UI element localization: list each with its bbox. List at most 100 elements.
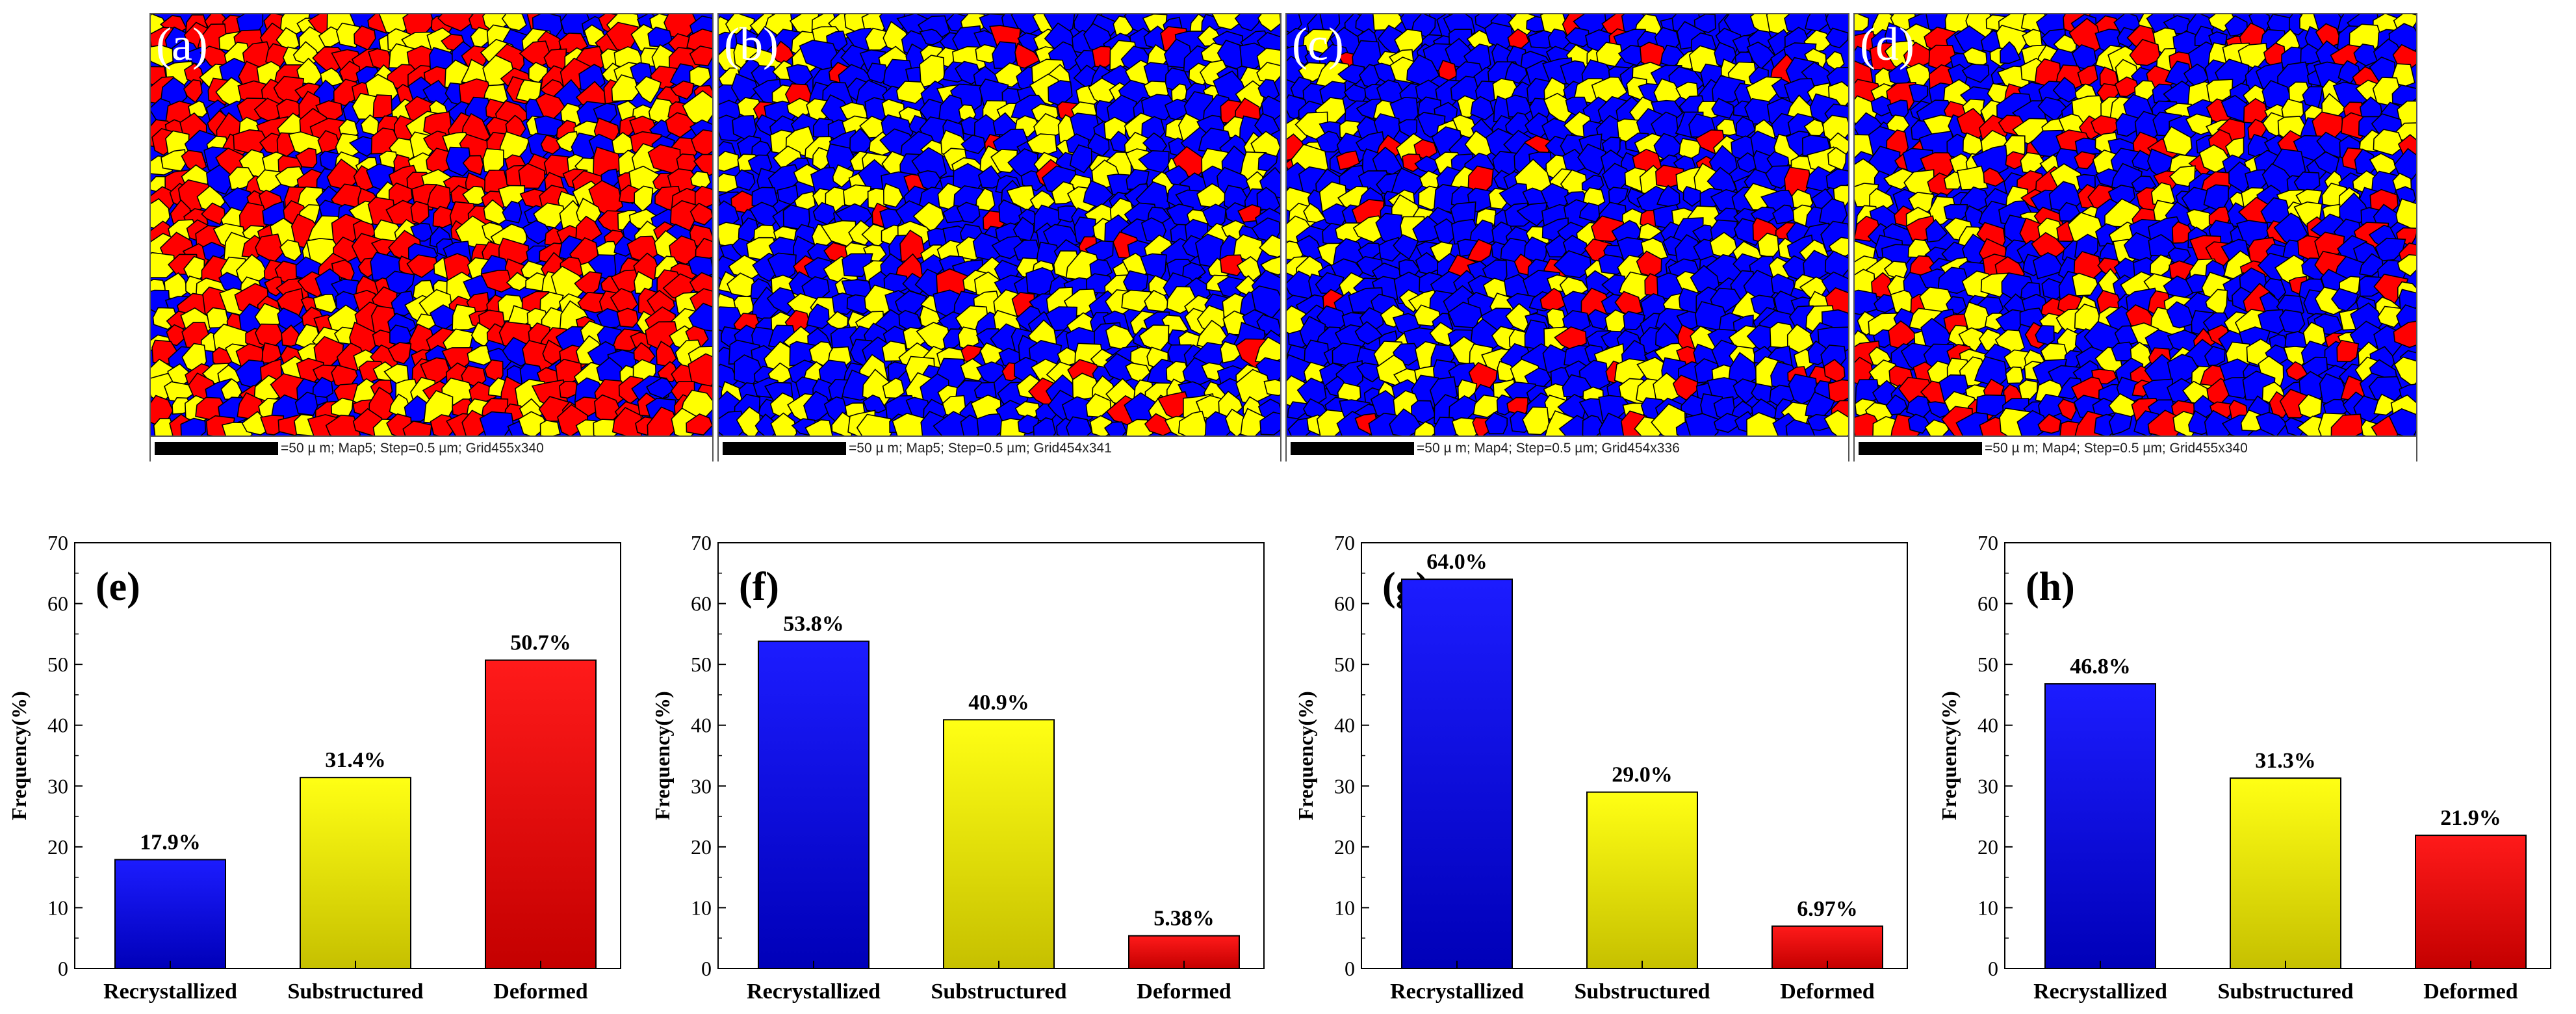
grain (479, 411, 514, 436)
grain (2221, 94, 2252, 122)
grain (1219, 254, 1245, 276)
grain (2000, 41, 2021, 64)
grain (670, 80, 695, 100)
y-tick-label: 10 (47, 896, 68, 919)
y-tick-label: 20 (1977, 835, 1998, 859)
grain (919, 29, 946, 46)
grain-map-image (1287, 14, 1848, 436)
grain (206, 307, 229, 329)
grain (1014, 42, 1041, 69)
grain (688, 302, 712, 332)
grain (502, 200, 522, 224)
scale-strip: =50 µ m; Map4; Step=0.5 µm; Grid454x336 (1287, 436, 1848, 462)
map-panel-label: (c) (1292, 18, 1344, 70)
grain (770, 412, 797, 436)
grain (1870, 96, 1892, 117)
grain (467, 344, 493, 366)
scale-strip: =50 µ m; Map5; Step=0.5 µm; Grid455x340 (151, 436, 712, 462)
grain (1711, 98, 1734, 119)
grain (2375, 237, 2406, 262)
y-tick-label: 0 (58, 957, 68, 980)
grain (2377, 306, 2402, 328)
grain (2077, 64, 2098, 85)
grain (2395, 198, 2416, 231)
grain (501, 14, 527, 31)
chart-svg: 0 10 20 30 40 50 60 70 Frequency(%) (f)53.8% Recry… (650, 531, 1265, 1004)
grain (1393, 234, 1419, 260)
grain (317, 130, 342, 153)
grain (1389, 408, 1423, 436)
grain (2316, 131, 2346, 159)
grain (1783, 77, 1817, 103)
grain (734, 169, 756, 191)
chart-svg: 010203040506070Frequency(%)(g)64.0%Recry… (1294, 531, 1908, 1004)
grain (2185, 113, 2212, 135)
grain (1558, 415, 1589, 436)
bar-chart-h: 0 10 20 30 40 50 60 70 Frequency(%) (h) 46.8% Recry… (1930, 514, 2570, 1014)
data-label: 31.4% (325, 748, 386, 772)
ebsd-map-b: (b) =50 µ m; Map5; Step=0.5 µm; Grid454x… (717, 13, 1282, 462)
grain (462, 185, 488, 205)
grain (432, 205, 456, 228)
grain (201, 202, 225, 226)
y-tick-label: 20 (1334, 835, 1355, 859)
grain (832, 164, 855, 188)
grain (372, 94, 393, 118)
grain (312, 376, 334, 398)
y-tick-label: 20 (691, 835, 712, 859)
x-tick-label: Substructured (287, 980, 423, 1004)
panel-label: (f) (739, 565, 779, 609)
grain (1178, 410, 1209, 436)
grain (445, 146, 472, 177)
grain (1577, 143, 1606, 176)
ebsd-map-c: (c) =50 µ m; Map4; Step=0.5 µm; Grid454x… (1285, 13, 1849, 462)
grain (2129, 38, 2161, 66)
grain (187, 46, 205, 66)
grain (1976, 394, 2007, 417)
grain (2108, 412, 2133, 436)
grain (616, 307, 639, 328)
grain (1803, 119, 1825, 136)
y-axis-label: Frequency(%) (1937, 691, 1961, 820)
y-tick-label: 40 (1977, 714, 1998, 737)
grain (336, 22, 361, 49)
grain (2244, 169, 2267, 190)
grain (736, 406, 762, 436)
bar-recrystallized (2044, 683, 2156, 969)
grain (2052, 77, 2079, 103)
grain (1504, 61, 1528, 84)
y-tick-label: 10 (691, 896, 712, 919)
grain (1553, 250, 1592, 278)
data-label: 29.0% (1612, 763, 1673, 787)
grain (2224, 15, 2248, 37)
y-tick-label: 60 (47, 592, 68, 616)
ebsd-map-a: (a) =50 µ m; Map5; Step=0.5 µm; Grid455x… (149, 13, 714, 462)
bar-substructured (1586, 791, 1698, 969)
x-tick-label: Recrystallized (103, 980, 237, 1004)
x-tick-label: Recrystallized (2033, 980, 2167, 1004)
grain (1682, 185, 1705, 207)
y-tick-label: 50 (691, 653, 712, 676)
scale-caption: =50 µ m; Map5; Step=0.5 µm; Grid455x340 (281, 441, 544, 456)
grain (611, 74, 640, 102)
x-tick-label: Substructured (2217, 980, 2353, 1004)
grain (2169, 165, 2196, 187)
y-axis-label: Frequency(%) (7, 691, 31, 820)
data-label: 6.97% (1797, 897, 1858, 921)
y-tick-label: 40 (1334, 714, 1355, 737)
grain (2330, 413, 2364, 436)
y-tick-label: 40 (47, 714, 68, 737)
grain (1337, 64, 1365, 85)
y-tick-label: 60 (1334, 592, 1355, 616)
grain (2005, 366, 2024, 384)
scale-caption: =50 µ m; Map4; Step=0.5 µm; Grid454x336 (1417, 441, 1680, 456)
panel-label: (e) (96, 565, 140, 609)
grain-map-image (1855, 14, 2416, 436)
grain (2256, 411, 2287, 436)
grain (1684, 413, 1719, 436)
data-label: 50.7% (510, 631, 571, 655)
y-tick-label: 0 (1345, 957, 1355, 980)
scale-strip: =50 µ m; Map4; Step=0.5 µm; Grid455x340 (1855, 436, 2416, 462)
scale-bar (1291, 442, 1414, 455)
grain (1103, 421, 1127, 436)
